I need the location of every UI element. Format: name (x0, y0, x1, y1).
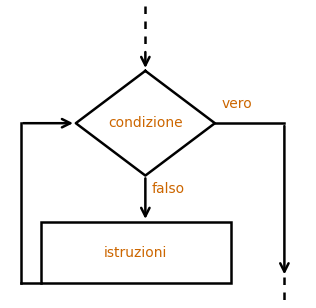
Text: falso: falso (152, 182, 185, 196)
Text: condizione: condizione (108, 116, 183, 130)
Text: vero: vero (221, 97, 252, 111)
Text: istruzioni: istruzioni (104, 245, 167, 260)
Bar (41, 222, 231, 283)
